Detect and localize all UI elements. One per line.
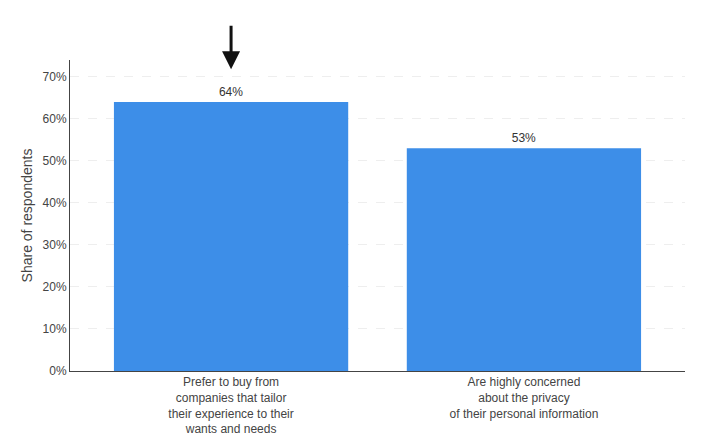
svg-text:60%: 60% (43, 112, 67, 126)
svg-text:10%: 10% (43, 322, 67, 336)
svg-text:20%: 20% (43, 280, 67, 294)
svg-text:Are highly concernedabout the: Are highly concernedabout the privacyof … (450, 375, 599, 420)
svg-text:30%: 30% (43, 238, 67, 252)
svg-text:40%: 40% (43, 196, 67, 210)
svg-text:64%: 64% (219, 85, 243, 99)
svg-text:0%: 0% (49, 364, 67, 378)
svg-text:50%: 50% (43, 154, 67, 168)
svg-text:53%: 53% (512, 131, 536, 145)
svg-text:70%: 70% (43, 70, 67, 84)
svg-text:Prefer to buy fromcompanies th: Prefer to buy fromcompanies that tailort… (168, 375, 293, 436)
svg-text:Share of respondents: Share of respondents (19, 149, 35, 283)
